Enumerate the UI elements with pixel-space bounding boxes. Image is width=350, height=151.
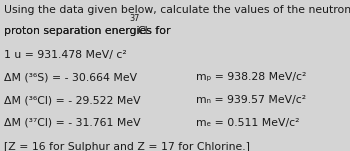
Text: 37: 37: [129, 14, 140, 23]
Text: ΔM (³⁶S) = - 30.664 MeV: ΔM (³⁶S) = - 30.664 MeV: [4, 72, 136, 82]
Text: mₙ = 939.57 MeV/c²: mₙ = 939.57 MeV/c²: [196, 95, 306, 105]
Text: ΔM (³⁷Cl) = - 31.761 MeV: ΔM (³⁷Cl) = - 31.761 MeV: [4, 118, 140, 128]
Text: mₚ = 938.28 MeV/c²: mₚ = 938.28 MeV/c²: [196, 72, 306, 82]
Text: Using the data given below, calculate the values of the neutron and: Using the data given below, calculate th…: [4, 5, 350, 14]
Text: 1 u = 931.478 MeV/ c²: 1 u = 931.478 MeV/ c²: [4, 50, 126, 60]
Text: ΔM (³⁶Cl) = - 29.522 MeV: ΔM (³⁶Cl) = - 29.522 MeV: [4, 95, 140, 105]
Text: [Z = 16 for Sulphur and Z = 17 for Chlorine.]: [Z = 16 for Sulphur and Z = 17 for Chlor…: [4, 142, 250, 151]
Text: Cl.: Cl.: [137, 26, 151, 36]
Text: mₑ = 0.511 MeV/c²: mₑ = 0.511 MeV/c²: [196, 118, 300, 128]
Text: proton separation energies for: proton separation energies for: [4, 26, 174, 36]
Text: proton separation energies for: proton separation energies for: [4, 26, 174, 36]
